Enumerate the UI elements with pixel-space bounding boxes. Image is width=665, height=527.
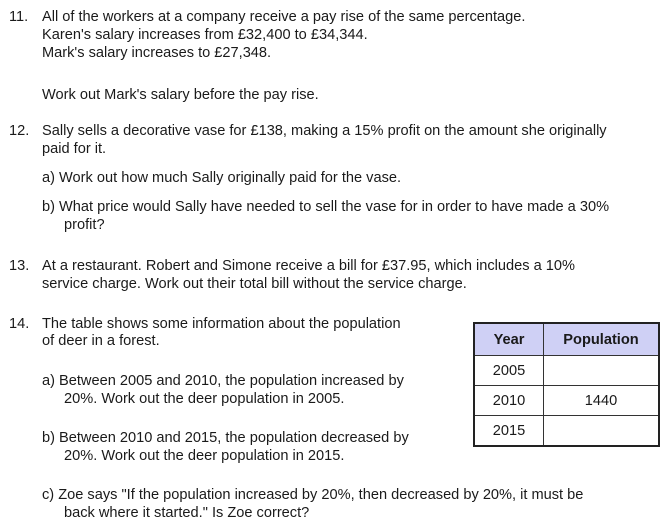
population-table: Year Population 2005 2010 1440 2015 bbox=[473, 322, 660, 447]
question-text: paid for it. bbox=[42, 141, 107, 157]
part-a: a) Work out how much Sally originally pa… bbox=[42, 170, 402, 186]
cell-year: 2010 bbox=[473, 385, 544, 416]
question-text: of deer in a forest. bbox=[42, 333, 160, 349]
question-text: Mark's salary increases to £27,348. bbox=[42, 45, 272, 61]
part-c: c) Zoe says "If the population increased… bbox=[42, 487, 584, 503]
question-number: 11. bbox=[9, 9, 29, 25]
question-text: At a restaurant. Robert and Simone recei… bbox=[42, 258, 575, 274]
part-a: a) Between 2005 and 2010, the population… bbox=[42, 373, 404, 389]
question-task: Work out Mark's salary before the pay ri… bbox=[42, 87, 319, 103]
part-b: b) What price would Sally have needed to… bbox=[42, 199, 610, 215]
part-b: b) Between 2010 and 2015, the population… bbox=[42, 430, 409, 446]
question-text: Karen's salary increases from £32,400 to… bbox=[42, 27, 368, 43]
question-text: Sally sells a decorative vase for £138, … bbox=[42, 123, 607, 139]
question-number: 12. bbox=[9, 123, 30, 139]
table-row: 2010 1440 bbox=[473, 385, 660, 416]
question-text: The table shows some information about t… bbox=[42, 316, 401, 332]
part-b-cont: profit? bbox=[64, 217, 105, 233]
question-text: All of the workers at a company receive … bbox=[42, 9, 526, 25]
table-row: 2005 bbox=[473, 355, 660, 386]
cell-population: 1440 bbox=[543, 385, 660, 416]
header-year: Year bbox=[473, 322, 544, 356]
cell-year: 2005 bbox=[473, 355, 544, 386]
header-population: Population bbox=[543, 322, 660, 356]
question-text: service charge. Work out their total bil… bbox=[42, 276, 467, 292]
cell-population bbox=[543, 415, 660, 447]
cell-year: 2015 bbox=[473, 415, 544, 447]
question-number: 14. bbox=[9, 316, 30, 332]
part-c-cont: back where it started." Is Zoe correct? bbox=[64, 505, 310, 521]
table-row: 2015 bbox=[473, 415, 660, 447]
part-a-cont: 20%. Work out the deer population in 200… bbox=[64, 391, 345, 407]
table-header: Year Population bbox=[473, 322, 660, 356]
part-b-cont: 20%. Work out the deer population in 201… bbox=[64, 448, 345, 464]
cell-population bbox=[543, 355, 660, 386]
question-number: 13. bbox=[9, 258, 30, 274]
